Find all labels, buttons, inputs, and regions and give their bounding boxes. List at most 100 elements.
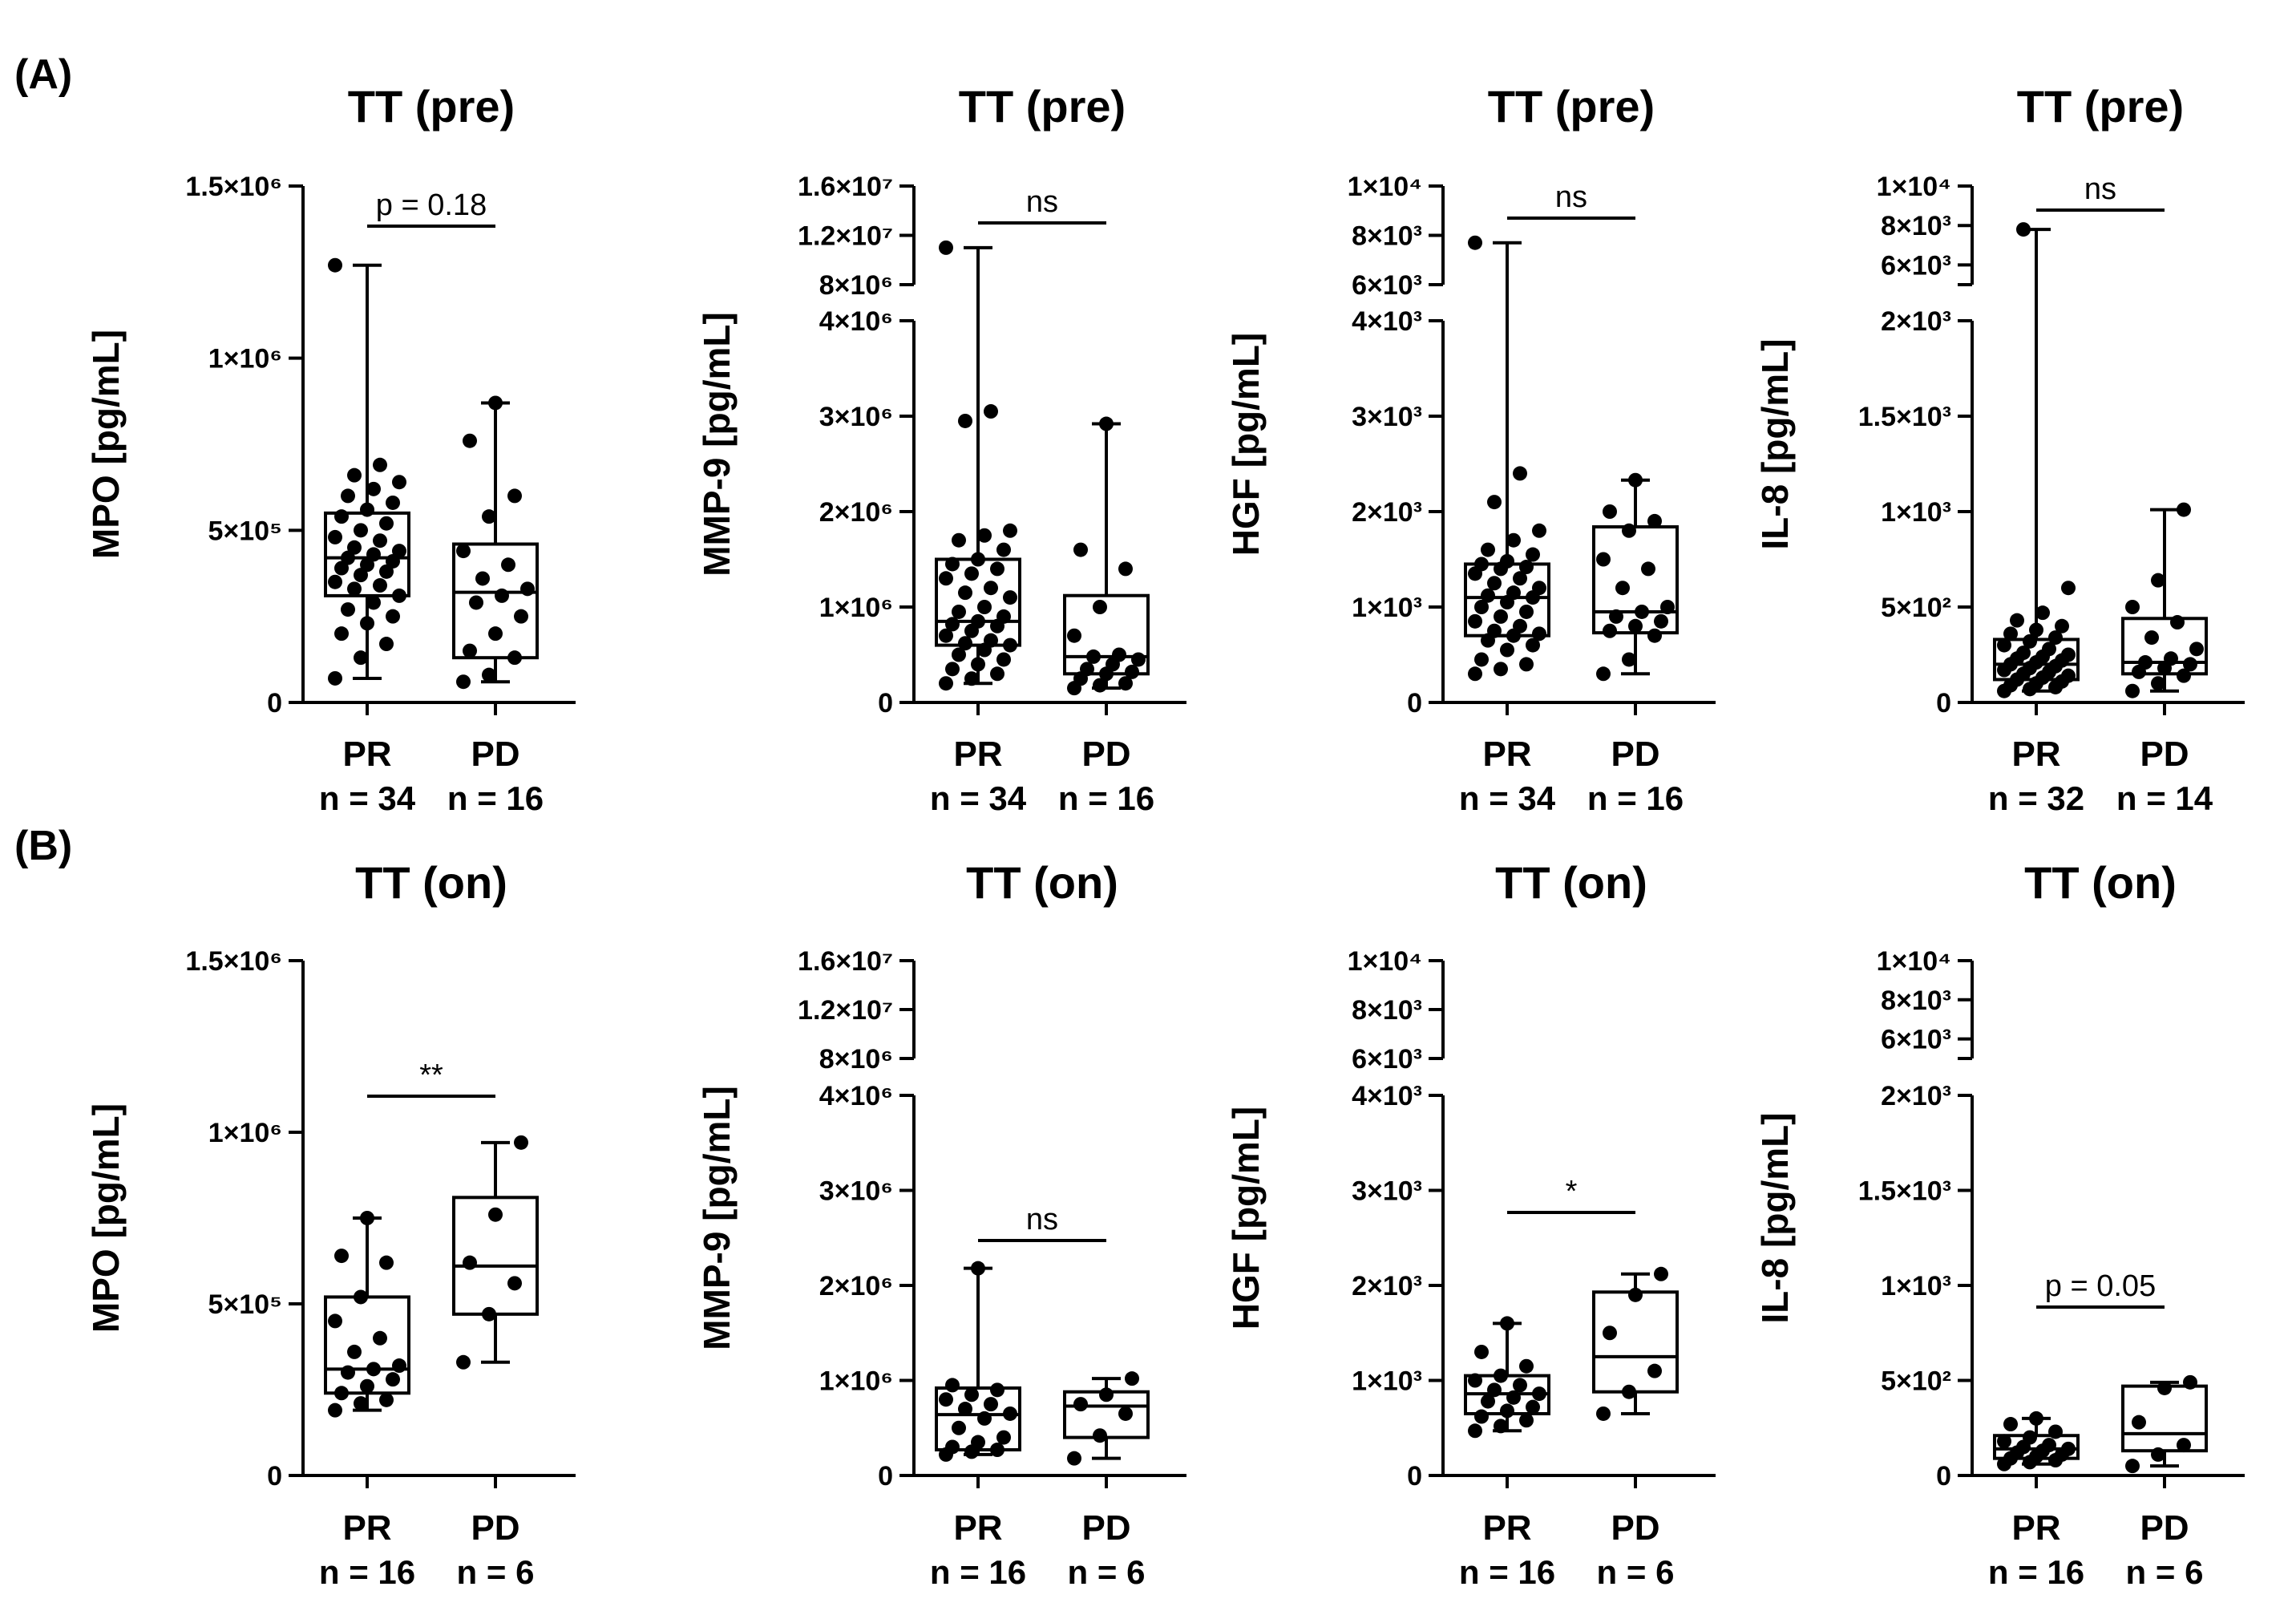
n-label: n = 16 (1587, 779, 1684, 817)
data-point (945, 1378, 960, 1393)
data-point (1474, 600, 1489, 614)
n-label: n = 16 (319, 1553, 415, 1591)
data-point (1647, 1363, 1662, 1378)
y-tick-label: 2×10⁶ (819, 497, 893, 528)
chart-title: TT (pre) (1488, 81, 1655, 132)
y-tick-label: 6×10³ (1352, 270, 1422, 301)
data-point (1519, 560, 1534, 575)
data-point (1481, 588, 1495, 603)
y-tick-label: 5×10² (1881, 593, 1951, 623)
y-tick-label: 2×10³ (1352, 1271, 1422, 1301)
chart-title: TT (on) (1495, 857, 1647, 908)
data-point (334, 626, 349, 642)
y-tick-label: 1×10⁴ (1348, 172, 1422, 202)
data-point (347, 467, 362, 483)
data-point (977, 1411, 992, 1426)
data-point (945, 662, 960, 677)
category-label: PR (342, 735, 391, 774)
y-tick-label: 1×10³ (1881, 1271, 1951, 1301)
data-point (1526, 1399, 1540, 1415)
data-point (1067, 628, 1081, 643)
box-iqr (452, 542, 539, 660)
n-label: n = 6 (2126, 1553, 2204, 1591)
n-label: n = 14 (2116, 779, 2213, 817)
y-axis-label: MMP-9 [pg/mL] (696, 1086, 738, 1350)
data-point (964, 671, 979, 686)
data-point (2055, 618, 2069, 633)
data-point (1506, 1390, 1521, 1405)
data-point (1481, 1394, 1495, 1409)
data-point (1003, 1406, 1017, 1421)
data-point (1628, 472, 1643, 488)
data-point (1526, 547, 1540, 562)
data-point (977, 600, 992, 614)
y-tick-label: 0 (878, 688, 893, 718)
data-point (1468, 1373, 1482, 1388)
significance-label: p = 0.18 (376, 188, 487, 222)
category-label: PR (1482, 735, 1531, 774)
data-point (1526, 637, 1540, 653)
data-point (1112, 647, 1126, 662)
data-point (1118, 676, 1133, 691)
data-point (1603, 504, 1617, 519)
box-pd (2121, 502, 2208, 698)
data-point (392, 544, 406, 559)
data-point (2151, 676, 2165, 691)
n-label: n = 16 (1058, 779, 1154, 817)
n-label: n = 32 (1988, 779, 2084, 817)
significance-label: p = 0.05 (2045, 1269, 2156, 1303)
y-axis-label: IL-8 [pg/mL] (1754, 1112, 1796, 1323)
data-point (1506, 585, 1521, 601)
box-pr (1464, 235, 1550, 682)
data-point (1067, 1451, 1081, 1466)
data-point (2125, 1459, 2140, 1474)
box-pd (452, 395, 539, 690)
data-point (1500, 1403, 1514, 1419)
chart-7: 0 1×10³ 2×10³ 3×10³ 4×10³ 6×10³ 8×10³ 1×10⁴ TT (… (1225, 857, 1716, 1591)
y-axis-label: IL-8 [pg/mL] (1754, 338, 1796, 549)
y-tick-label: 4×10⁶ (819, 306, 893, 337)
data-point (1487, 1382, 1502, 1398)
data-point (1487, 576, 1502, 591)
data-point (1596, 1406, 1611, 1421)
data-point (2035, 605, 2050, 621)
category-label: PD (1611, 735, 1659, 774)
data-point (2016, 222, 2031, 237)
significance-label: ns (1555, 180, 1587, 214)
data-point (1513, 571, 1527, 586)
y-tick-label: 8×10³ (1352, 221, 1422, 252)
data-point (354, 523, 368, 538)
category-label: PR (2011, 1508, 2060, 1548)
data-point (354, 568, 368, 583)
n-label: n = 34 (319, 779, 416, 817)
y-tick-label: 5×10⁵ (208, 1289, 282, 1320)
data-point (971, 613, 985, 629)
data-point (1654, 613, 1668, 629)
data-point (1487, 623, 1502, 638)
y-tick-label: 0 (1407, 688, 1422, 718)
y-tick-label: 1×10⁶ (819, 593, 893, 623)
data-point (1532, 1386, 1546, 1402)
data-point (952, 647, 966, 662)
data-point (1513, 1378, 1527, 1393)
data-point (482, 1306, 496, 1322)
data-point (1622, 1384, 1636, 1399)
data-point (456, 544, 471, 559)
y-tick-label: 1×10³ (1352, 1366, 1422, 1397)
data-point (360, 1378, 374, 1394)
data-point (1474, 652, 1489, 667)
y-tick-label: 8×10⁶ (819, 270, 893, 301)
data-point (2029, 1411, 2043, 1426)
data-point (328, 574, 342, 589)
data-point (2157, 1380, 2172, 1395)
data-point (984, 633, 998, 648)
category-label: PD (1611, 1508, 1659, 1548)
y-tick-label: 3×10³ (1352, 402, 1422, 432)
box-pd (452, 1135, 539, 1370)
y-tick-label: 8×10³ (1881, 986, 1951, 1016)
category-label: PR (953, 1508, 1002, 1548)
data-point (2003, 626, 2018, 642)
data-point (2125, 600, 2140, 614)
data-point (1003, 590, 1017, 605)
